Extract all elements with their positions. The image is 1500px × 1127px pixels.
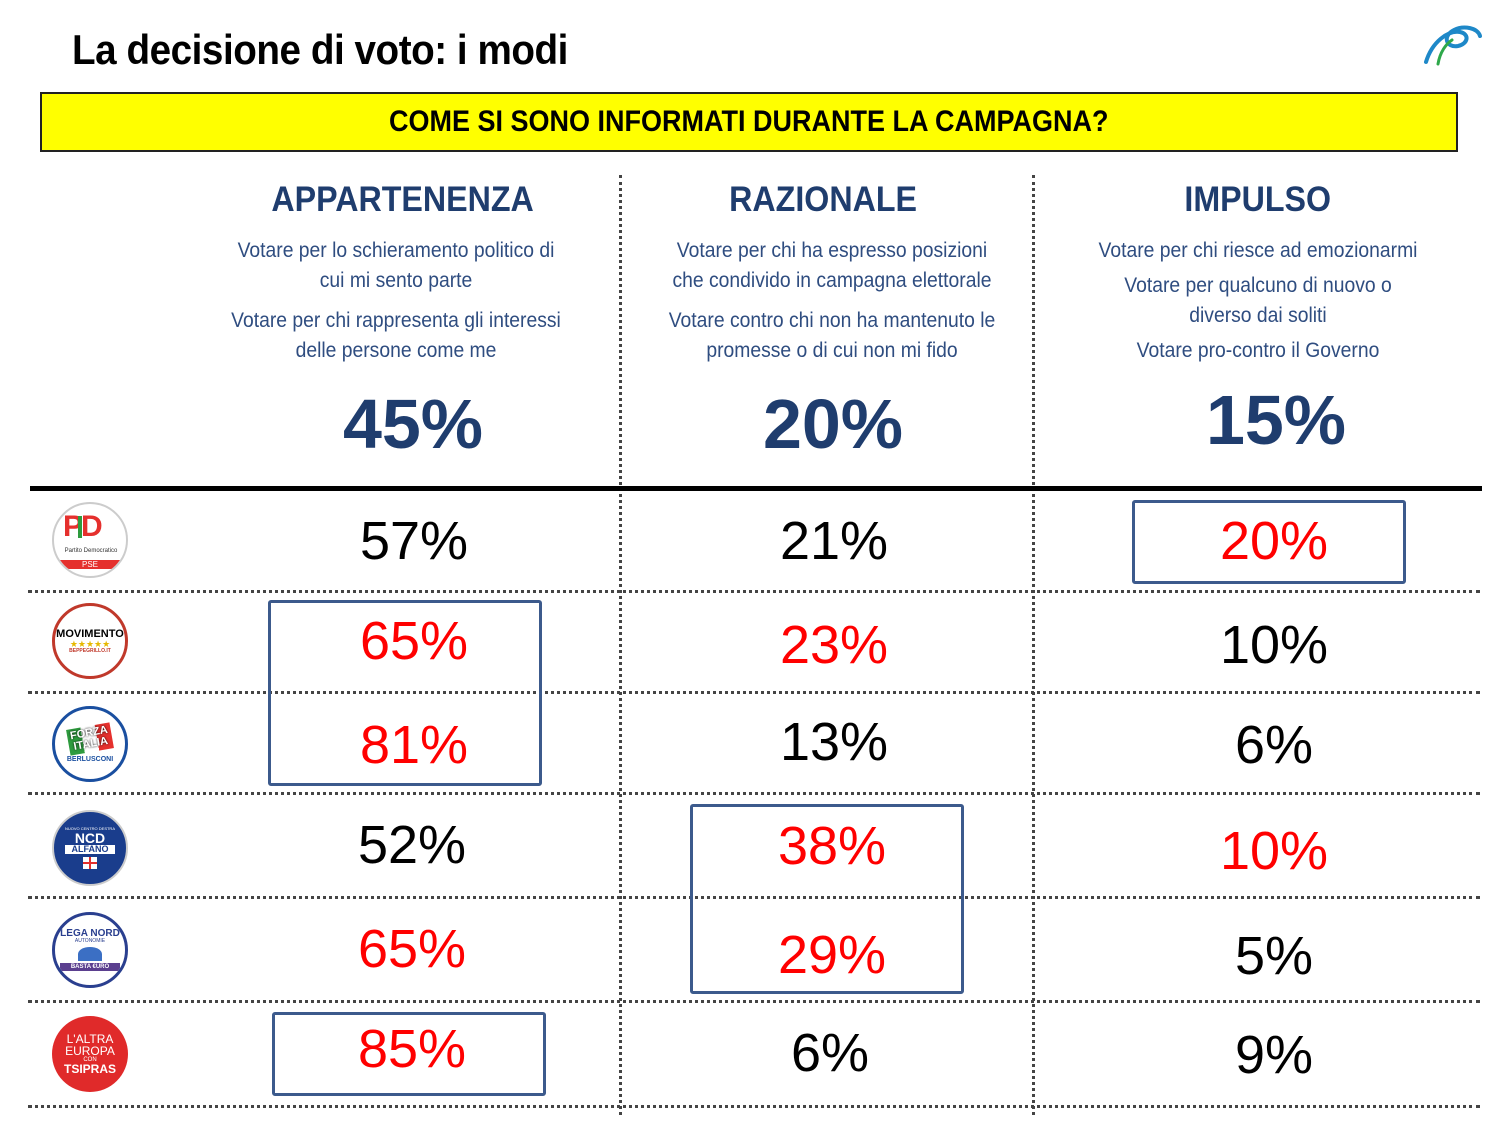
column-heading-appartenenza: APPARTENENZA <box>271 180 535 219</box>
brand-logo-icon <box>1424 25 1482 66</box>
value-m5s-impulso: 10% <box>1219 615 1329 675</box>
value-lega-impulso: 5% <box>1234 926 1314 986</box>
value-tsipras-impulso: 9% <box>1234 1025 1314 1085</box>
column-description-impulso: Votare per chi riesce ad emozionarmi Vot… <box>1098 239 1418 362</box>
value-fi-razionale: 13% <box>779 712 889 772</box>
value-fi-impulso: 6% <box>1234 715 1314 775</box>
row-divider <box>28 691 1480 694</box>
pd-logo-icon: PD Partito Democratico PSE <box>52 502 128 578</box>
altra-europa-tsipras-logo-icon: L'ALTRA EUROPA CON TSIPRAS <box>52 1016 128 1092</box>
row-divider <box>28 1105 1480 1108</box>
highlight-box-tsipras-appartenenza <box>272 1012 546 1096</box>
value-fi-appartenenza: 81% <box>359 715 469 775</box>
value-ncd-razionale: 38% <box>777 816 887 876</box>
value-ncd-appartenenza: 52% <box>357 815 467 875</box>
total-appartenenza: 45% <box>342 385 484 463</box>
forza-italia-logo-icon: FORZA ITALIA BERLUSCONI <box>52 706 128 782</box>
total-razionale: 20% <box>762 385 904 463</box>
total-impulso: 15% <box>1205 381 1347 459</box>
page-title: La decisione di voto: i modi <box>72 26 568 73</box>
column-divider <box>1032 175 1035 1115</box>
value-m5s-appartenenza: 65% <box>359 611 469 671</box>
value-lega-razionale: 29% <box>777 925 887 985</box>
row-divider <box>28 896 1480 899</box>
value-ncd-impulso: 10% <box>1219 821 1329 881</box>
value-lega-appartenenza: 65% <box>357 919 467 979</box>
value-pd-razionale: 21% <box>779 511 889 571</box>
value-tsipras-razionale: 6% <box>790 1023 870 1083</box>
header-divider <box>30 486 1482 491</box>
highlight-box-m5s-fi-appartenenza <box>268 600 542 786</box>
value-tsipras-appartenenza: 85% <box>357 1019 467 1079</box>
column-divider <box>619 175 622 1115</box>
value-pd-impulso: 20% <box>1219 511 1329 571</box>
column-description-razionale: Votare per chi ha espresso posizioni che… <box>668 239 996 362</box>
highlight-box-pd-impulso <box>1132 500 1406 584</box>
column-heading-impulso: IMPULSO <box>1184 180 1332 219</box>
row-divider <box>28 590 1480 593</box>
ncd-alfano-logo-icon: NUOVO CENTRO DESTRA NCD ALFANO <box>52 810 128 886</box>
column-description-appartenenza: Votare per lo schieramento politico di c… <box>231 239 561 362</box>
row-divider <box>28 792 1480 795</box>
question-banner: COME SI SONO INFORMATI DURANTE LA CAMPAG… <box>40 92 1458 152</box>
highlight-box-ncd-lega-razionale <box>690 804 964 994</box>
value-pd-appartenenza: 57% <box>359 511 469 571</box>
column-heading-razionale: RAZIONALE <box>729 180 917 219</box>
movimento5stelle-logo-icon: MOVIMENTO ★★★★★ BEPPEGRILLO.IT <box>52 603 128 679</box>
lega-nord-logo-icon: LEGA NORD AUTONOMIE BASTA €URO <box>52 912 128 988</box>
banner-text: COME SI SONO INFORMATI DURANTE LA CAMPAG… <box>389 105 1109 138</box>
row-divider <box>28 1000 1480 1003</box>
value-m5s-razionale: 23% <box>779 615 889 675</box>
